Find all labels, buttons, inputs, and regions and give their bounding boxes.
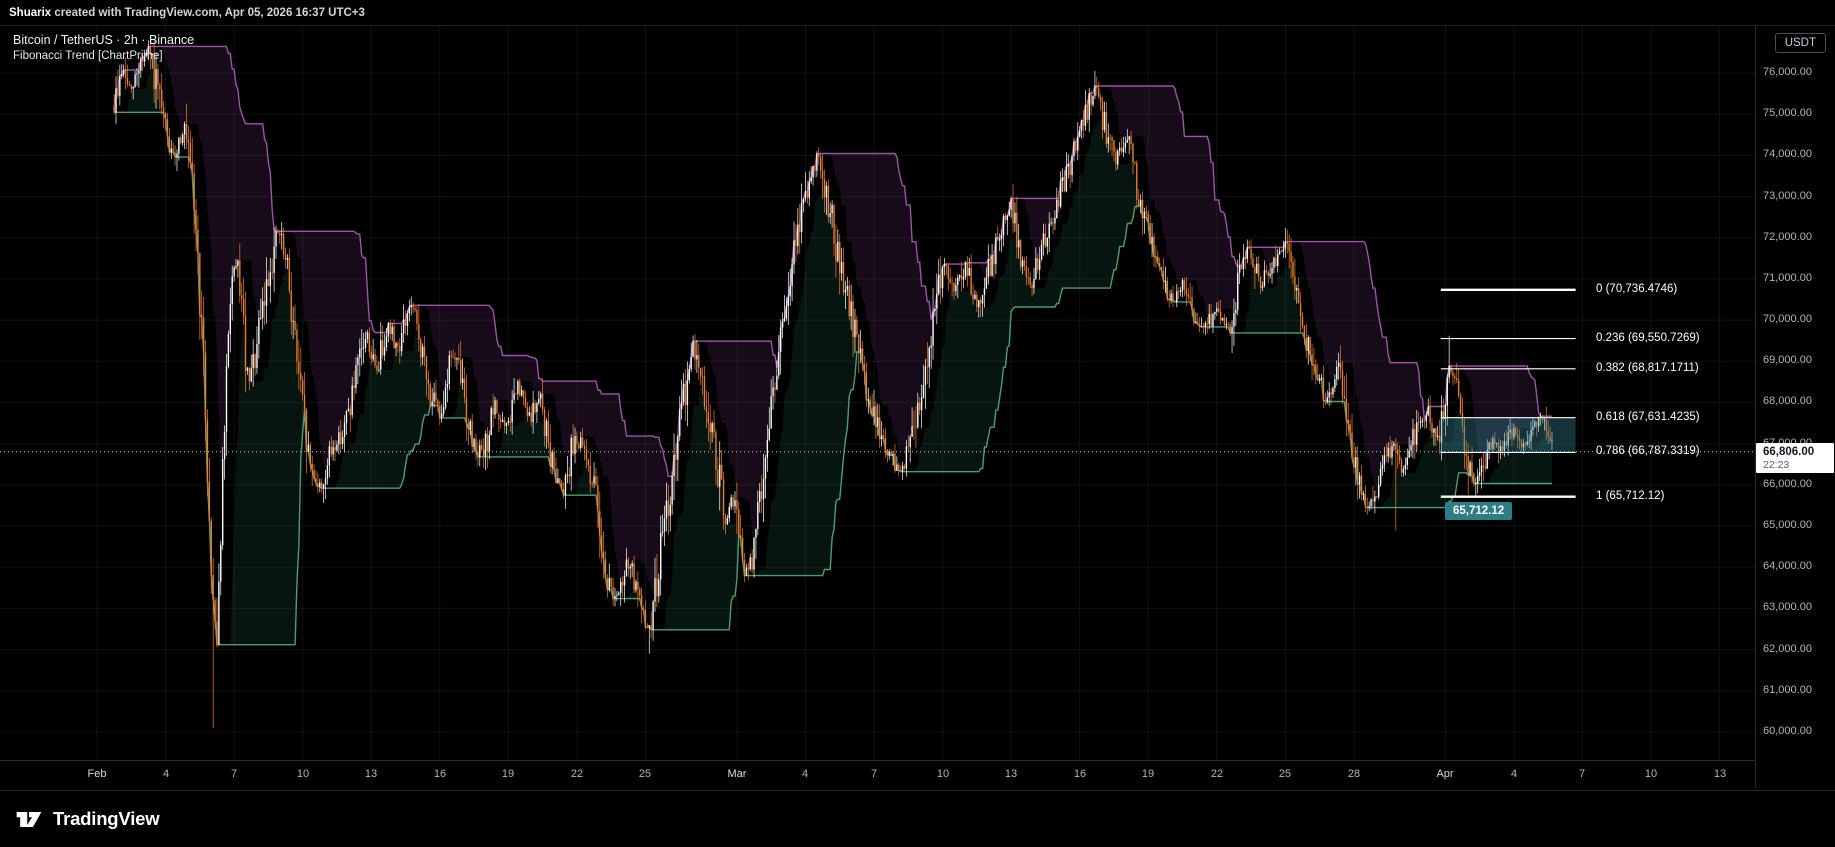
currency-toggle-usdt[interactable]: USDT <box>1774 33 1826 53</box>
time-tick-label: 7 <box>1578 768 1586 780</box>
time-tick-label: 19 <box>501 768 515 780</box>
time-tick-label: 4 <box>162 768 170 780</box>
time-tick-label: 16 <box>433 768 447 780</box>
tradingview-wordmark[interactable]: TradingView <box>53 808 160 829</box>
time-tick-label: 19 <box>1141 768 1155 780</box>
time-tick-label: 4 <box>801 768 809 780</box>
fib-level-label: 0 (70,736.4746) <box>1596 283 1678 295</box>
price-tick-label: 69,000.00 <box>1763 354 1812 366</box>
price-tick-label: 76,000.00 <box>1763 66 1812 78</box>
time-tick-label: 22 <box>1210 768 1224 780</box>
price-tick-label: 75,000.00 <box>1763 107 1812 119</box>
grid <box>0 26 1755 760</box>
price-tick-label: 74,000.00 <box>1763 148 1812 160</box>
time-tick-label: 7 <box>230 768 238 780</box>
symbol-legend: Bitcoin / TetherUS · 2h · Binance Fibona… <box>13 33 194 62</box>
time-tick-label: Mar <box>727 768 747 780</box>
time-tick-label: Feb <box>87 768 107 780</box>
last-price-value: 66,806.00 <box>1763 446 1815 458</box>
price-tick-label: 73,000.00 <box>1763 190 1812 202</box>
last-price-label: 66,806.00 22:23 <box>1756 443 1834 473</box>
fib-level-label: 0.618 (67,631.4235) <box>1596 411 1700 423</box>
tradingview-logo-icon[interactable] <box>14 804 44 834</box>
price-tick-label: 70,000.00 <box>1763 313 1812 325</box>
fib-low-price-badge[interactable]: 65,712.12 <box>1445 502 1513 520</box>
attribution-text: created with TradingView.com, Apr 05, 20… <box>51 6 365 19</box>
symbol-title[interactable]: Bitcoin / TetherUS · 2h · Binance <box>13 33 195 47</box>
fibonacci-trend-bands <box>113 45 1553 646</box>
price-tick-label: 64,000.00 <box>1763 560 1812 572</box>
fib-level-label: 1 (65,712.12) <box>1596 490 1665 502</box>
fib-level-label: 0.236 (69,550.7269) <box>1596 332 1700 344</box>
time-axis[interactable]: Feb 4 7 10 13 16 19 22 25 Mar 4 7 10 13 16 19 22 25 28 Apr 4… <box>0 760 1755 789</box>
price-tick-label: 63,000.00 <box>1763 601 1812 613</box>
time-tick-label: 13 <box>1713 768 1727 780</box>
price-tick-label: 62,000.00 <box>1763 643 1812 655</box>
bar-countdown: 22:23 <box>1763 459 1790 471</box>
time-tick-label: Apr <box>1436 768 1454 780</box>
time-tick-label: 25 <box>1278 768 1292 780</box>
fib-level-label: 0.786 (66,787.3319) <box>1596 445 1700 457</box>
fib-retracement <box>1440 288 1576 498</box>
fib-level-label: 0.382 (68,817.1711) <box>1596 362 1699 374</box>
time-tick-label: 10 <box>296 768 310 780</box>
time-tick-label: 16 <box>1073 768 1087 780</box>
price-tick-label: 60,000.00 <box>1763 725 1812 737</box>
time-tick-label: 4 <box>1510 768 1518 780</box>
price-tick-label: 61,000.00 <box>1763 684 1812 696</box>
time-tick-label: 25 <box>638 768 652 780</box>
time-tick-label: 28 <box>1347 768 1361 780</box>
indicator-title[interactable]: Fibonacci Trend [ChartPrime] <box>13 50 163 62</box>
attribution-bar: Shuarix created with TradingView.com, Ap… <box>0 0 1835 26</box>
price-tick-label: 68,000.00 <box>1763 395 1812 407</box>
time-tick-label: 10 <box>936 768 950 780</box>
time-tick-label: 13 <box>364 768 378 780</box>
footer-toolbar: TradingView <box>0 790 1835 847</box>
price-tick-label: 66,000.00 <box>1763 478 1812 490</box>
attribution-username: Shuarix <box>9 6 52 19</box>
price-tick-label: 72,000.00 <box>1763 231 1812 243</box>
time-tick-label: 13 <box>1004 768 1018 780</box>
time-tick-label: 22 <box>570 768 584 780</box>
price-tick-label: 71,000.00 <box>1763 272 1812 284</box>
price-axis[interactable]: 76,000.00 75,000.00 74,000.00 73,000.00 72,0… <box>1755 26 1835 788</box>
time-tick-label: 10 <box>1644 768 1658 780</box>
candles <box>113 35 1553 728</box>
price-tick-label: 65,000.00 <box>1763 519 1812 531</box>
time-tick-label: 7 <box>870 768 878 780</box>
candlestick-plot[interactable] <box>0 26 1755 760</box>
